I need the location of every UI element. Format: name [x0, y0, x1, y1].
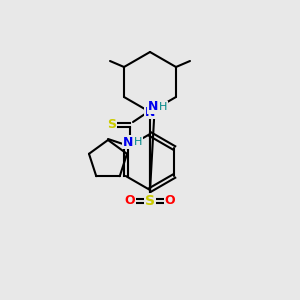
Text: S: S [107, 118, 116, 131]
Text: H: H [159, 102, 167, 112]
Text: S: S [145, 194, 155, 208]
Text: O: O [125, 194, 135, 208]
Text: N: N [123, 136, 133, 148]
Text: N: N [145, 106, 155, 118]
Text: H: H [134, 137, 142, 147]
Text: O: O [165, 194, 175, 208]
Text: N: N [148, 100, 158, 113]
